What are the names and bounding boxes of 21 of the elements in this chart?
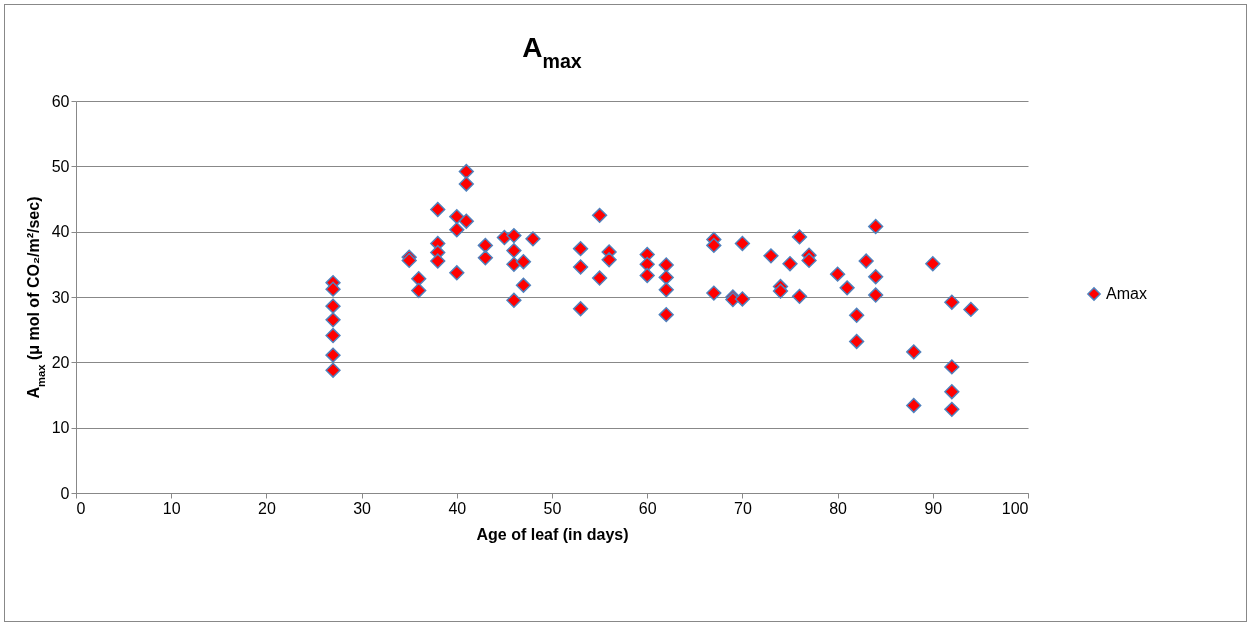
x-tick-label: 80 — [829, 499, 848, 517]
chart-title: A$_{max}$ — [522, 32, 582, 72]
y-tick-label: 60 — [51, 92, 70, 110]
x-tick-label: 30 — [353, 499, 372, 517]
x-tick-label: 60 — [638, 499, 657, 517]
x-tick-label: 70 — [734, 499, 752, 517]
y-tick-label: 10 — [51, 419, 70, 437]
x-axis-title: Age of leaf (in days) — [476, 525, 629, 543]
x-tick-label: 90 — [924, 499, 943, 517]
x-tick-label: 40 — [448, 499, 467, 517]
x-tick-label: 10 — [162, 499, 181, 517]
y-tick-label: 40 — [51, 223, 70, 241]
x-tick-label: 50 — [543, 499, 562, 517]
y-tick-label: 0 — [60, 484, 70, 502]
y-tick-label: 20 — [51, 353, 70, 371]
y-tick-label: 30 — [51, 288, 70, 306]
y-tick-label: 50 — [51, 157, 70, 175]
x-tick-label: 20 — [258, 499, 276, 517]
legend-label: Amax — [1106, 285, 1147, 302]
x-tick-label: 100 — [1001, 499, 1029, 517]
x-tick-label: 0 — [76, 499, 86, 517]
